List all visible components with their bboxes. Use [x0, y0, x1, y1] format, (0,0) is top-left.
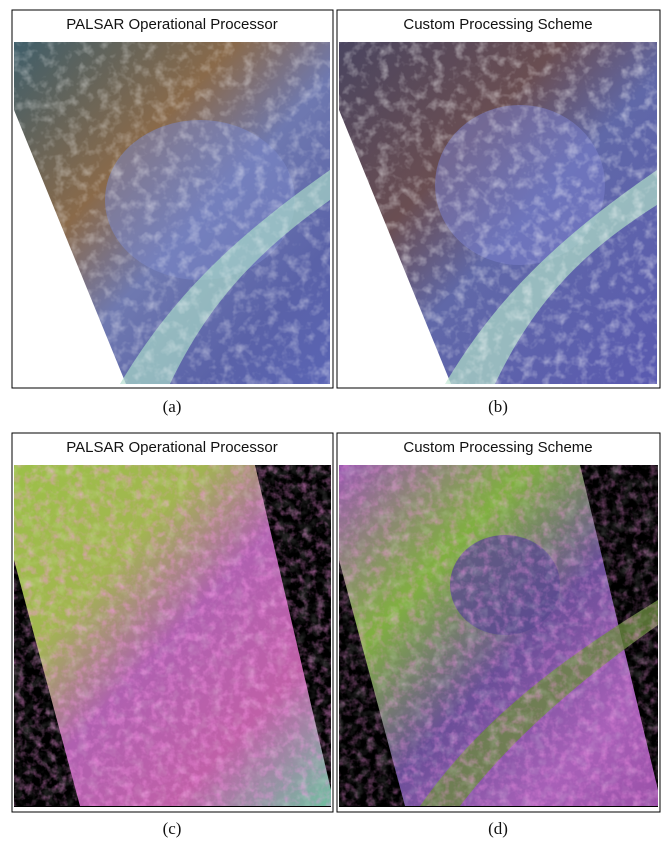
panel: Custom Processing Scheme (b): [337, 10, 660, 416]
panel-caption: (c): [163, 819, 182, 838]
panel-caption: (d): [488, 819, 508, 838]
panel-title: Custom Processing Scheme: [403, 16, 592, 33]
panel-title: PALSAR Operational Processor: [66, 16, 278, 33]
page: {"panels": [ {"title": "PALSAR Operation…: [0, 0, 662, 842]
panel-caption: (b): [488, 397, 508, 416]
panel-title: PALSAR Operational Processor: [66, 439, 278, 456]
panel: PALSAR Operational Processor (c): [12, 433, 333, 838]
figure: PALSAR Operational Processor (a) Custom …: [0, 0, 662, 842]
panel: Custom Processing Scheme (d): [337, 433, 660, 838]
panel-caption: (a): [163, 397, 182, 416]
panel: PALSAR Operational Processor (a): [12, 10, 333, 416]
panel-title: Custom Processing Scheme: [403, 439, 592, 456]
